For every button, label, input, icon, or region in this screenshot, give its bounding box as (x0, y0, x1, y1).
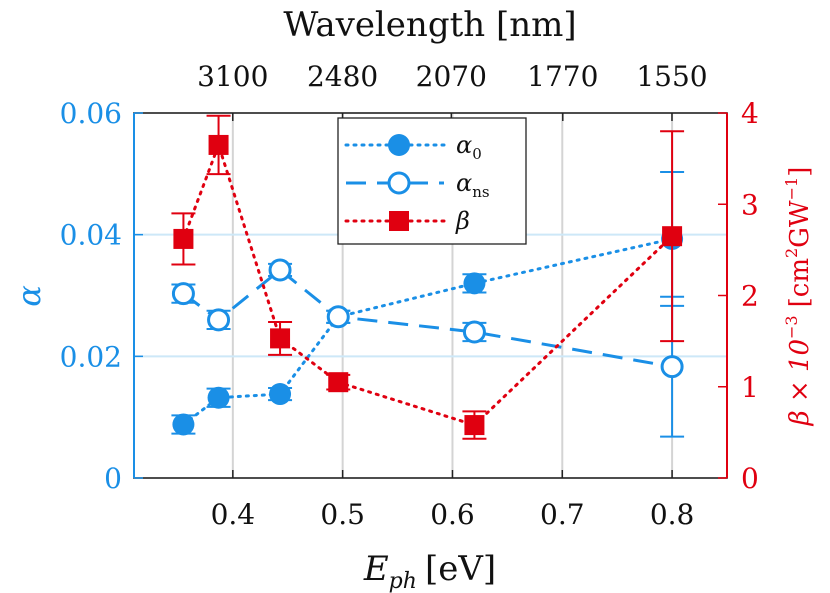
data-point (464, 415, 485, 436)
right-tick-label: 3 (741, 188, 759, 221)
data-point (662, 226, 683, 247)
series-line (181, 237, 674, 426)
series-2 (171, 114, 685, 440)
x-tick-label: 0.7 (540, 498, 585, 531)
data-point (326, 305, 350, 329)
top-tick-label: 1550 (636, 60, 707, 93)
data-point (269, 383, 292, 406)
series-line (182, 268, 673, 369)
left-tick-label: 0 (104, 462, 122, 495)
legend-marker-alpha0 (388, 134, 410, 156)
top-tick-label: 2480 (307, 60, 378, 93)
right-tick-label: 2 (741, 280, 759, 313)
right-tick-label: 4 (741, 97, 759, 130)
legend-entry-alphans: αns (346, 169, 490, 201)
x-tick-label: 0.8 (650, 498, 695, 531)
right-axis-title: β × 10−3[cm2GW−1] (782, 167, 815, 427)
data-point (463, 272, 486, 295)
top-tick-label: 1770 (527, 60, 598, 93)
x-tick-label: 0.6 (430, 498, 475, 531)
data-point (208, 134, 229, 155)
series-1 (171, 258, 685, 438)
data-point (328, 372, 349, 393)
axes: 0.4 0.5 0.6 0.7 0.8 0 0.02 0.04 0.06 0 1 2 3 4 3100 248… (60, 60, 759, 531)
data-point (207, 308, 231, 332)
top-axis-title: Wavelength [nm] (283, 5, 576, 45)
top-tick-label: 2070 (416, 60, 487, 93)
left-tick-label: 0.06 (60, 97, 122, 130)
right-tick-label: 0 (741, 462, 759, 495)
right-tick-label: 1 (741, 371, 759, 404)
x-tick-label: 0.4 (211, 498, 256, 531)
legend-label-alpha0: α (456, 131, 472, 159)
data-point (660, 355, 684, 379)
left-tick-label: 0.04 (60, 219, 122, 252)
data-point (173, 228, 194, 249)
svg-text:α0: α0 (456, 131, 482, 163)
left-axis-title: α (10, 285, 48, 307)
legend: α0 αns β (337, 117, 527, 245)
data-point (268, 258, 292, 282)
left-tick-label: 0.02 (60, 340, 122, 373)
legend-label-beta: β (455, 207, 470, 235)
x-axis-title: Eph [eV] (363, 549, 496, 593)
top-tick-label: 3100 (197, 60, 268, 93)
data-point (462, 320, 486, 344)
data-point (172, 413, 195, 436)
svg-text:αns: αns (456, 169, 490, 201)
legend-label-alphans: α (456, 169, 472, 197)
legend-marker-alphans (387, 171, 411, 195)
plot-series (171, 114, 685, 440)
x-tick-label: 0.5 (320, 498, 365, 531)
data-point (171, 282, 195, 306)
data-point (270, 328, 291, 349)
data-point (207, 386, 230, 409)
legend-entry-alpha0: α0 (344, 131, 482, 163)
legend-marker-beta (389, 211, 409, 231)
legend-entry-beta: β (344, 207, 470, 235)
